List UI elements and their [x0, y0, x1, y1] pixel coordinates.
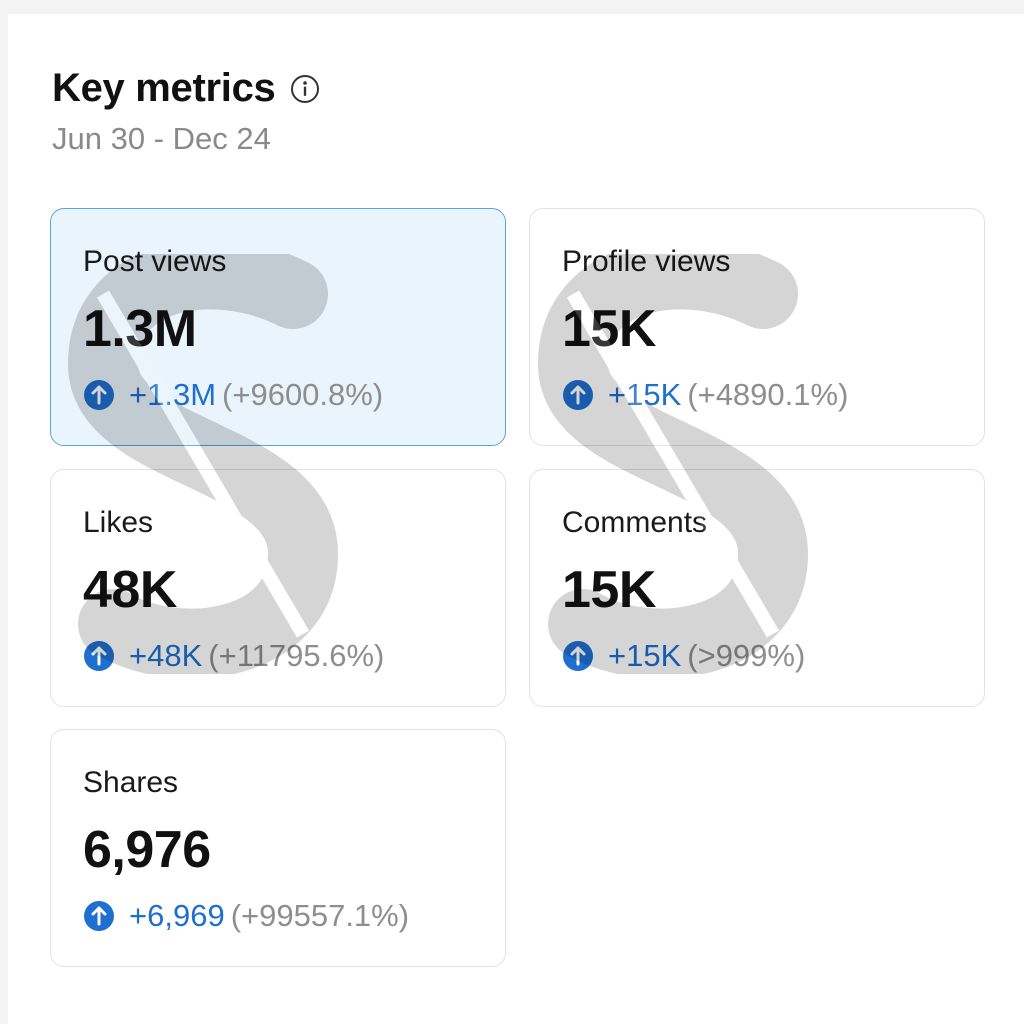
metric-delta-percent: (+4890.1%) — [687, 377, 849, 412]
metric-value: 48K — [83, 561, 177, 619]
page-title: Key metrics — [52, 66, 276, 110]
metric-delta-absolute: +6,969 — [129, 898, 225, 933]
metric-delta-percent: (+11795.6%) — [208, 638, 385, 673]
arrow-up-circle-icon — [83, 640, 115, 672]
metric-delta: +15K (>999%) — [562, 638, 805, 674]
metric-value: 15K — [562, 300, 656, 358]
metric-delta-percent: (>999%) — [687, 638, 806, 673]
arrow-up-circle-icon — [562, 640, 594, 672]
metric-label: Post views — [83, 245, 227, 278]
metric-delta-absolute: +1.3M — [129, 377, 217, 412]
metric-delta: +15K (+4890.1%) — [562, 377, 848, 413]
metric-delta-absolute: +15K — [608, 638, 682, 673]
arrow-up-circle-icon — [562, 379, 594, 411]
metric-card-post-views[interactable]: Post views 1.3M +1.3M (+9600.8%) — [50, 208, 506, 446]
metric-value: 15K — [562, 561, 656, 619]
info-icon[interactable] — [290, 74, 320, 104]
metric-value: 6,976 — [83, 821, 211, 879]
metric-delta-percent: (+99557.1%) — [230, 898, 410, 933]
date-range: Jun 30 - Dec 24 — [52, 121, 271, 156]
metric-delta-absolute: +48K — [129, 638, 203, 673]
metric-card-likes[interactable]: Likes 48K +48K (+11795.6%) — [50, 469, 506, 707]
header: Key metrics Jun 30 - Dec 24 — [52, 66, 320, 157]
metric-delta: +48K (+11795.6%) — [83, 638, 384, 674]
metric-delta-percent: (+9600.8%) — [222, 377, 384, 412]
metric-label: Profile views — [562, 245, 731, 278]
metric-delta-absolute: +15K — [608, 377, 682, 412]
metric-card-comments[interactable]: Comments 15K +15K (>999%) — [529, 469, 985, 707]
metric-card-profile-views[interactable]: Profile views 15K +15K (+4890.1%) — [529, 208, 985, 446]
key-metrics-panel: Key metrics Jun 30 - Dec 24 Post views 1… — [8, 14, 1024, 1024]
metric-delta: +1.3M (+9600.8%) — [83, 377, 383, 413]
metric-label: Likes — [83, 506, 154, 539]
arrow-up-circle-icon — [83, 900, 115, 932]
title-row: Key metrics — [52, 66, 320, 111]
metric-label: Comments — [562, 506, 708, 539]
metric-value: 1.3M — [83, 300, 197, 358]
metric-label: Shares — [83, 766, 179, 799]
metric-card-shares[interactable]: Shares 6,976 +6,969 (+99557.1%) — [50, 729, 506, 967]
arrow-up-circle-icon — [83, 379, 115, 411]
metric-delta: +6,969 (+99557.1%) — [83, 898, 409, 934]
